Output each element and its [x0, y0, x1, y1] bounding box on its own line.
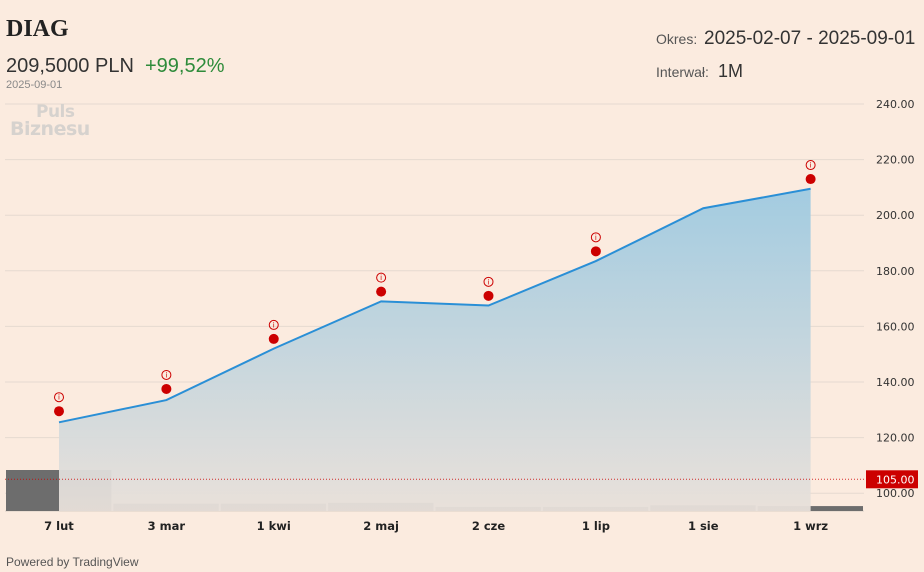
info-icon — [268, 319, 279, 330]
info-icon-glyph: i — [273, 321, 275, 329]
y-tick-label: 120.00 — [876, 432, 915, 445]
period-value[interactable]: 2025-02-07 - 2025-09-01 — [704, 28, 916, 49]
interval-value[interactable]: 1M — [718, 61, 744, 81]
info-icon — [483, 276, 494, 287]
info-icon — [376, 272, 387, 283]
info-icon-glyph: i — [810, 162, 812, 170]
info-icon — [590, 232, 601, 243]
period-label: Okres: — [656, 31, 698, 47]
y-tick-label: 140.00 — [876, 376, 915, 389]
price-line — [58, 187, 811, 424]
x-tick-label: 3 mar — [148, 519, 186, 533]
y-tick-label: 100.00 — [876, 487, 915, 500]
x-tick-label: 1 lip — [582, 519, 610, 533]
dividend-marker — [54, 406, 64, 417]
current-price-badge — [866, 470, 918, 489]
price-change: +99,52% — [145, 55, 225, 77]
info-icon — [805, 160, 816, 171]
dividend-markers: i i i i i i i — [54, 160, 816, 417]
info-icon — [161, 369, 172, 380]
dividend-marker — [268, 333, 279, 344]
price-date: 2025-09-01 — [6, 79, 63, 91]
dividend-marker — [590, 246, 601, 257]
x-tick-label: 2 cze — [472, 519, 506, 533]
interval-label: Interwał: — [656, 64, 709, 80]
y-tick-label: 240.00 — [876, 98, 915, 111]
last-price: 209,5000 PLN — [6, 55, 134, 77]
info-icon-glyph: i — [595, 234, 597, 242]
y-tick-label: 220.00 — [876, 154, 915, 167]
y-tick-label: 160.00 — [876, 320, 915, 333]
price-area — [5, 187, 864, 512]
dividend-marker — [805, 174, 816, 185]
x-tick-label: 7 lut — [44, 519, 74, 533]
puls-biznesu-logo: Puls Biznesu — [10, 102, 90, 140]
current-price-label: 105.00 — [866, 470, 918, 489]
x-axis-labels: 7 lut 3 mar 1 kwi 2 maj 2 cze 1 lip 1 sie 1 wrz — [44, 519, 828, 533]
y-tick-label: 180.00 — [876, 265, 915, 278]
y-axis-labels: 240.00 220.00 200.00 180.00 160.00 140.00 120.… — [876, 98, 915, 500]
dividend-marker — [376, 286, 387, 297]
current-price-text: 105.00 — [876, 473, 915, 486]
info-icon-glyph: i — [488, 278, 490, 286]
dividend-marker — [483, 290, 494, 301]
info-icon-glyph: i — [165, 371, 167, 379]
dividend-marker — [161, 383, 172, 394]
powered-by-link[interactable]: Powered by TradingView — [6, 555, 139, 569]
x-tick-label: 1 sie — [688, 519, 719, 533]
info-icon — [54, 392, 64, 403]
x-tick-label: 1 kwi — [257, 519, 291, 533]
ticker-symbol: DIAG — [6, 16, 69, 42]
area-fill — [59, 188, 811, 512]
x-tick-label: 1 wrz — [793, 519, 828, 533]
x-tick-label: 2 maj — [363, 519, 399, 533]
info-icon-glyph: i — [58, 394, 60, 402]
info-icon-glyph: i — [380, 274, 382, 282]
y-tick-label: 200.00 — [876, 209, 915, 222]
